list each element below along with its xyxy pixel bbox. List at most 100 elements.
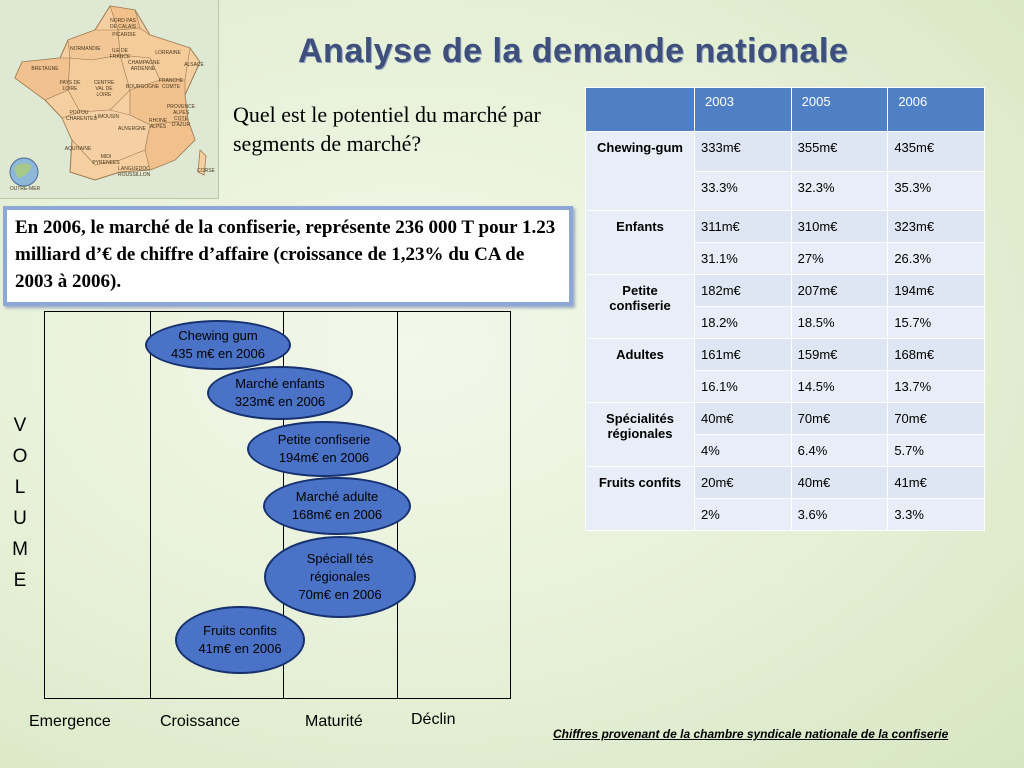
map-region-label: OUTRE-MER	[9, 186, 41, 192]
table-cell: 159m€	[790, 338, 889, 371]
map-region-label: PICARDIE	[112, 32, 136, 38]
volume-letter: M	[12, 539, 28, 560]
table-row: 18.2% 18.5% 15.7%	[586, 306, 985, 339]
table-cell: 35.3%	[887, 170, 985, 211]
info-box-text: En 2006, le marché de la confiserie, rep…	[15, 217, 556, 292]
segment-bubble-fruits-confits: Fruits confits 41m€ en 2006	[175, 606, 305, 674]
map-region-label: FRANCHE COMTE	[158, 78, 184, 90]
table-cell: 26.3%	[887, 242, 985, 275]
info-box: En 2006, le marché de la confiserie, rep…	[3, 206, 573, 306]
phase-label: Déclin	[411, 711, 456, 728]
map-region-label: MIDI PYRENEES	[92, 154, 120, 166]
table-cell: 3.6%	[790, 498, 889, 531]
segment-name: Adultes	[585, 338, 695, 403]
map-region-label: LANGUEDOC ROUSSILLON	[118, 166, 151, 178]
phase-label: Croissance	[160, 713, 241, 730]
segment-bubble-petite-confiserie: Petite confiserie 194m€ en 2006	[247, 421, 401, 477]
segment-name: Chewing-gum	[585, 131, 695, 211]
table-cell: 323m€	[887, 210, 985, 243]
table-header-cell: 2006	[887, 87, 985, 132]
volume-letter: L	[14, 477, 26, 498]
bubble-label: Chewing gum 435 m€ en 2006	[171, 328, 265, 361]
table-cell: 40m€	[694, 402, 792, 435]
volume-axis-label: V O L U M E	[10, 410, 30, 596]
map-region-label: ALSACE	[184, 62, 204, 68]
map-region-label: AQUITAINE	[64, 146, 92, 152]
table-cell: 70m€	[887, 402, 985, 435]
table-row: 31.1% 27% 26.3%	[586, 242, 985, 275]
slide-title: Analyse de la demande nationale	[298, 32, 849, 70]
segment-bubble-chewing-gum: Chewing gum 435 m€ en 2006	[145, 320, 291, 370]
table-row: Fruits confits 20m€ 40m€ 41m€	[585, 466, 985, 531]
map-region-label: CENTRE VAL DE LOIRE	[93, 80, 115, 98]
phase-label: Maturité	[305, 713, 363, 730]
table-cell: 15.7%	[887, 306, 985, 339]
bubble-label: Fruits confits 41m€ en 2006	[198, 623, 282, 656]
map-region-label: CORSE	[197, 168, 215, 174]
table-row: Chewing-gum 333m€ 355m€ 435m€	[585, 131, 985, 211]
table-row: Petite confiserie 182m€ 207m€ 194m€	[585, 274, 985, 339]
table-row: 4% 6.4% 5.7%	[586, 434, 985, 467]
map-region-label: NORD PAS DE CALAIS	[109, 18, 137, 30]
map-region-label: AUVERGNE	[118, 126, 147, 132]
map-region-label: CHAMPAGNE ARDENNE	[128, 60, 160, 72]
table-cell: 5.7%	[887, 434, 985, 467]
phase-divider	[150, 312, 151, 698]
map-region-label: BOURGOGNE	[126, 84, 160, 90]
table-cell: 310m€	[790, 210, 889, 243]
map-region-label: NORMANDIE	[70, 46, 101, 52]
table-cell: 182m€	[694, 274, 792, 307]
segment-name: Enfants	[585, 210, 695, 275]
volume-letter: U	[13, 508, 27, 529]
table-cell: 27%	[790, 242, 889, 275]
map-region-label: PROVENCE ALPES COTE D'AZUR	[166, 104, 196, 128]
bubble-label: Marché adulte 168m€ en 2006	[291, 489, 383, 522]
bubble-label: Marché enfants 323m€ en 2006	[234, 376, 326, 409]
table-cell: 33.3%	[694, 170, 792, 211]
map-region-label: LIMOUSIN	[94, 114, 120, 120]
table-cell: 41m€	[887, 466, 985, 499]
table-row: Adultes 161m€ 159m€ 168m€	[585, 338, 985, 403]
table-cell: 207m€	[790, 274, 889, 307]
bubble-label: Spéciall tés régionales 70m€ en 2006	[298, 551, 382, 602]
france-regions-map: NORD PAS DE CALAIS PICARDIE NORMANDIE IL…	[0, 0, 219, 199]
bubble-label: Petite confiserie 194m€ en 2006	[277, 432, 371, 465]
segment-name: Petite confiserie	[585, 274, 695, 339]
table-row: Spécialités régionales 40m€ 70m€ 70m€	[585, 402, 985, 467]
table-cell: 20m€	[694, 466, 792, 499]
table-cell: 2%	[694, 498, 792, 531]
table-header-cell	[585, 87, 695, 132]
table-cell: 13.7%	[887, 370, 985, 403]
segment-name: Fruits confits	[585, 466, 695, 531]
table-header-row: 2003 2005 2006	[585, 87, 985, 132]
volume-letter: V	[13, 415, 27, 436]
segment-name: Spécialités régionales	[585, 402, 695, 467]
table-cell: 168m€	[887, 338, 985, 371]
table-row: 2% 3.6% 3.3%	[586, 498, 985, 531]
map-region-label: PAYS DE LOIRE	[59, 80, 81, 92]
volume-letter: E	[13, 570, 27, 591]
table-header-cell: 2003	[694, 87, 792, 132]
table-cell: 40m€	[790, 466, 889, 499]
table-cell: 4%	[694, 434, 792, 467]
table-cell: 355m€	[790, 131, 889, 172]
table-cell: 70m€	[790, 402, 889, 435]
phase-label: Emergence	[29, 713, 111, 730]
map-region-label: RHONE ALPES	[148, 118, 168, 130]
table-row: 33.3% 32.3% 35.3%	[586, 170, 985, 211]
table-row: 16.1% 14.5% 13.7%	[586, 370, 985, 403]
map-region-label: POITOU CHARENTES	[66, 110, 97, 122]
table-cell: 14.5%	[790, 370, 889, 403]
table-header-cell: 2005	[790, 87, 889, 132]
table-cell: 6.4%	[790, 434, 889, 467]
table-cell: 194m€	[887, 274, 985, 307]
table-cell: 32.3%	[790, 170, 889, 211]
table-cell: 18.2%	[694, 306, 792, 339]
map-region-label: LORRAINE	[155, 50, 181, 56]
market-segments-table: 2003 2005 2006 Chewing-gum 333m€ 355m€ 4…	[585, 87, 985, 531]
segment-bubble-adulte: Marché adulte 168m€ en 2006	[263, 477, 411, 535]
volume-letter: O	[12, 446, 28, 467]
table-cell: 435m€	[887, 131, 985, 172]
segment-bubble-enfants: Marché enfants 323m€ en 2006	[207, 366, 353, 420]
segment-bubble-specialites-regionales: Spéciall tés régionales 70m€ en 2006	[264, 536, 416, 618]
